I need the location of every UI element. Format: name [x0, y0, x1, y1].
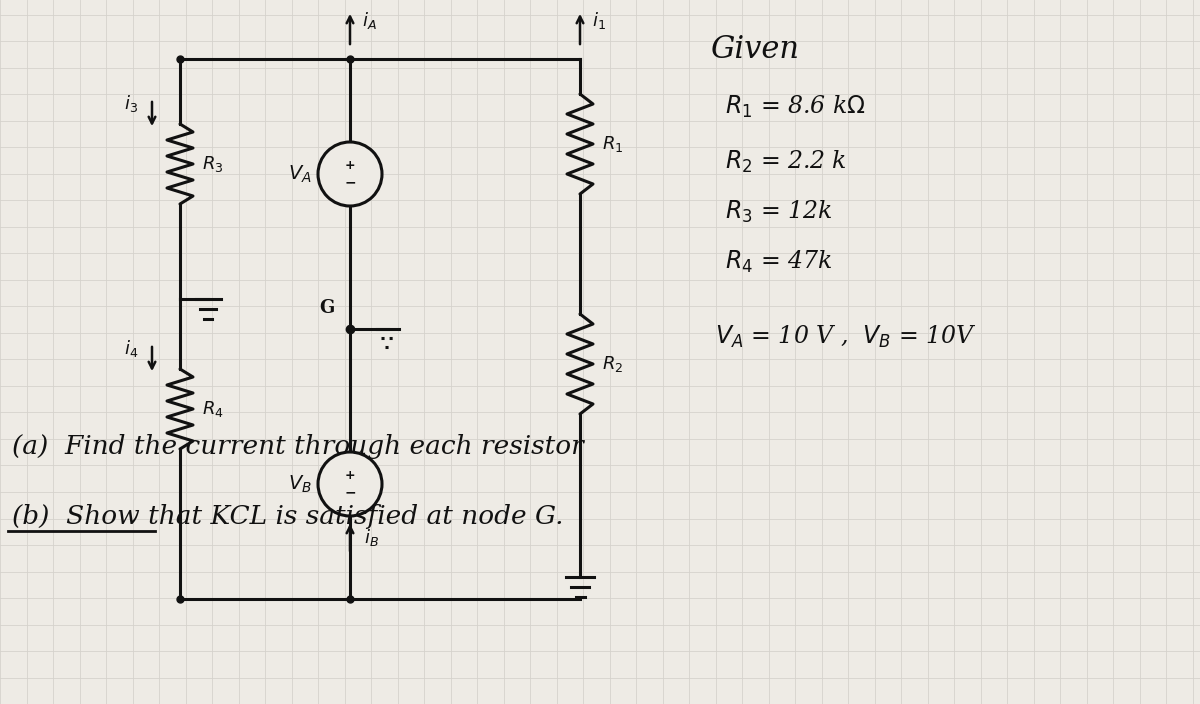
- Text: G: G: [319, 299, 335, 317]
- Circle shape: [318, 452, 382, 516]
- Text: $R_1$ = 8.6 k$\Omega$: $R_1$ = 8.6 k$\Omega$: [725, 94, 866, 120]
- Text: +: +: [344, 160, 355, 172]
- Circle shape: [318, 142, 382, 206]
- Text: $R_2$ = 2.2 k: $R_2$ = 2.2 k: [725, 149, 847, 175]
- Text: $R_1$: $R_1$: [602, 134, 623, 154]
- Text: $R_3$: $R_3$: [202, 154, 223, 174]
- Text: (b)  Show that KCL is satisfied at node G.: (b) Show that KCL is satisfied at node G…: [12, 504, 564, 529]
- Text: −: −: [344, 175, 356, 189]
- Text: $R_4$ = 47k: $R_4$ = 47k: [725, 249, 833, 275]
- Text: $i_A$: $i_A$: [362, 11, 377, 32]
- Text: $i_4$: $i_4$: [124, 339, 138, 360]
- Text: $V_A$ = 10 V ,  $V_B$ = 10V: $V_A$ = 10 V , $V_B$ = 10V: [715, 324, 977, 350]
- Text: −: −: [344, 485, 356, 499]
- Text: +: +: [344, 470, 355, 482]
- Text: $V_B$: $V_B$: [288, 473, 312, 495]
- Text: $R_4$: $R_4$: [202, 399, 223, 419]
- Text: Given: Given: [710, 34, 799, 65]
- Text: $i_B$: $i_B$: [364, 527, 379, 548]
- Text: $i_1$: $i_1$: [592, 11, 606, 32]
- Text: $R_2$: $R_2$: [602, 354, 623, 374]
- Text: $R_3$ = 12k: $R_3$ = 12k: [725, 199, 833, 225]
- Text: (a)  Find the current through each resistor: (a) Find the current through each resist…: [12, 434, 583, 459]
- Text: $V_A$: $V_A$: [288, 163, 312, 184]
- Text: $i_3$: $i_3$: [124, 94, 138, 115]
